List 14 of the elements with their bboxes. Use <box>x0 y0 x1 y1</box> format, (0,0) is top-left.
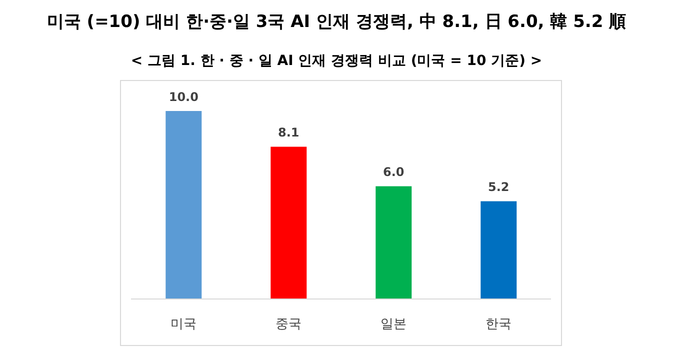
x-tick-label: 미국 <box>170 317 196 332</box>
x-tick-label: 일본 <box>380 317 406 332</box>
x-tick-label: 중국 <box>276 317 302 332</box>
bar <box>166 111 202 299</box>
chart-title: 미국 (=10) 대비 한·중·일 3국 AI 인재 경쟁력, 中 8.1, 日 6.0, 韓 5.2 順 <box>46 11 628 33</box>
data-label: 10.0 <box>168 90 198 104</box>
data-label: 5.2 <box>488 180 510 194</box>
x-tick-label: 한국 <box>486 317 512 332</box>
bar <box>376 186 412 299</box>
data-label: 6.0 <box>383 165 404 180</box>
bar <box>270 146 307 299</box>
chart-subtitle: < 그림 1. 한 · 중 · 일 AI 인재 경쟁력 비교 (미국 = 10 기준) > <box>130 52 544 70</box>
data-label: 8.1 <box>278 126 300 140</box>
bar <box>480 201 517 299</box>
